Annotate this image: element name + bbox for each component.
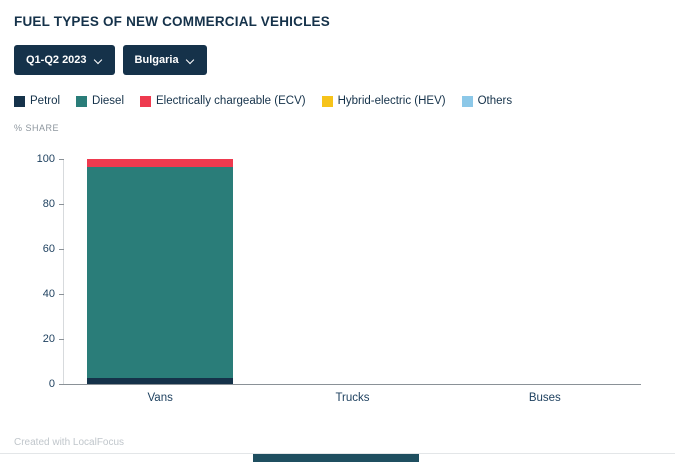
legend-item[interactable]: Hybrid-electric (HEV) bbox=[321, 95, 446, 107]
legend-label: Diesel bbox=[92, 95, 125, 107]
y-tick-label: 40 bbox=[42, 288, 55, 300]
y-tick-label: 20 bbox=[42, 333, 55, 345]
embed-resize-handle[interactable] bbox=[253, 454, 419, 462]
legend-swatch bbox=[76, 95, 88, 107]
legend-label: Petrol bbox=[30, 95, 61, 107]
legend-item[interactable]: Petrol bbox=[14, 95, 60, 107]
chart-widget: FUEL TYPES OF NEW COMMERCIAL VEHICLES Q1… bbox=[0, 0, 675, 385]
category-label: Vans bbox=[147, 392, 173, 404]
y-tick-label: 80 bbox=[42, 198, 55, 210]
y-tick-mark bbox=[59, 248, 64, 250]
legend-swatch bbox=[14, 95, 25, 107]
stacked-bar bbox=[87, 159, 234, 384]
category-slot: Vans bbox=[64, 159, 256, 404]
y-tick-mark bbox=[59, 293, 64, 295]
chevron-down-icon bbox=[95, 56, 103, 64]
legend-swatch bbox=[321, 95, 333, 107]
legend-swatch bbox=[140, 95, 152, 107]
bar-segment[interactable] bbox=[87, 377, 234, 384]
legend-item[interactable]: Others bbox=[461, 95, 513, 107]
legend-swatch bbox=[461, 95, 473, 107]
page-title: FUEL TYPES OF NEW COMMERCIAL VEHICLES bbox=[14, 14, 330, 29]
legend-label: Others bbox=[477, 95, 513, 107]
y-tick-mark bbox=[59, 338, 64, 340]
chart-legend: Petrol Diesel Electrically chargeable (ECV… bbox=[14, 95, 659, 107]
legend-item[interactable]: Diesel bbox=[76, 95, 124, 107]
country-dropdown-value: Bulgaria bbox=[134, 54, 179, 66]
y-tick-mark bbox=[59, 383, 64, 385]
period-dropdown-value: Q1-Q2 2023 bbox=[26, 54, 87, 66]
bottom-divider bbox=[0, 453, 675, 454]
period-dropdown[interactable]: Q1-Q2 2023 bbox=[14, 45, 115, 75]
stacked-bar-chart: 0 20 40 60 80 100 Vans Trucks Buses bbox=[37, 153, 641, 404]
country-dropdown[interactable]: Bulgaria bbox=[122, 45, 207, 75]
y-tick-label: 0 bbox=[48, 378, 55, 390]
stacked-bar bbox=[279, 159, 425, 384]
bar-segment[interactable] bbox=[87, 167, 234, 378]
stacked-bar bbox=[472, 159, 618, 384]
legend-label: Electrically chargeable (ECV) bbox=[156, 95, 306, 107]
y-tick-mark bbox=[59, 158, 64, 160]
legend-item[interactable]: Electrically chargeable (ECV) bbox=[140, 95, 306, 107]
y-tick-label: 100 bbox=[36, 153, 55, 165]
category-label: Trucks bbox=[335, 392, 370, 404]
y-axis-unit-label: % SHARE bbox=[14, 123, 60, 133]
filter-bar: Q1-Q2 2023 Bulgaria bbox=[14, 45, 659, 75]
attribution-text: Created with LocalFocus bbox=[14, 437, 125, 448]
y-tick-label: 60 bbox=[42, 243, 55, 255]
category-slot: Buses bbox=[449, 159, 641, 404]
chevron-down-icon bbox=[187, 56, 195, 64]
category-slot: Trucks bbox=[256, 159, 448, 404]
category-label: Buses bbox=[528, 392, 561, 404]
legend-label: Hybrid-electric (HEV) bbox=[337, 95, 446, 107]
y-tick-mark bbox=[59, 203, 64, 205]
bar-segment[interactable] bbox=[87, 159, 234, 168]
